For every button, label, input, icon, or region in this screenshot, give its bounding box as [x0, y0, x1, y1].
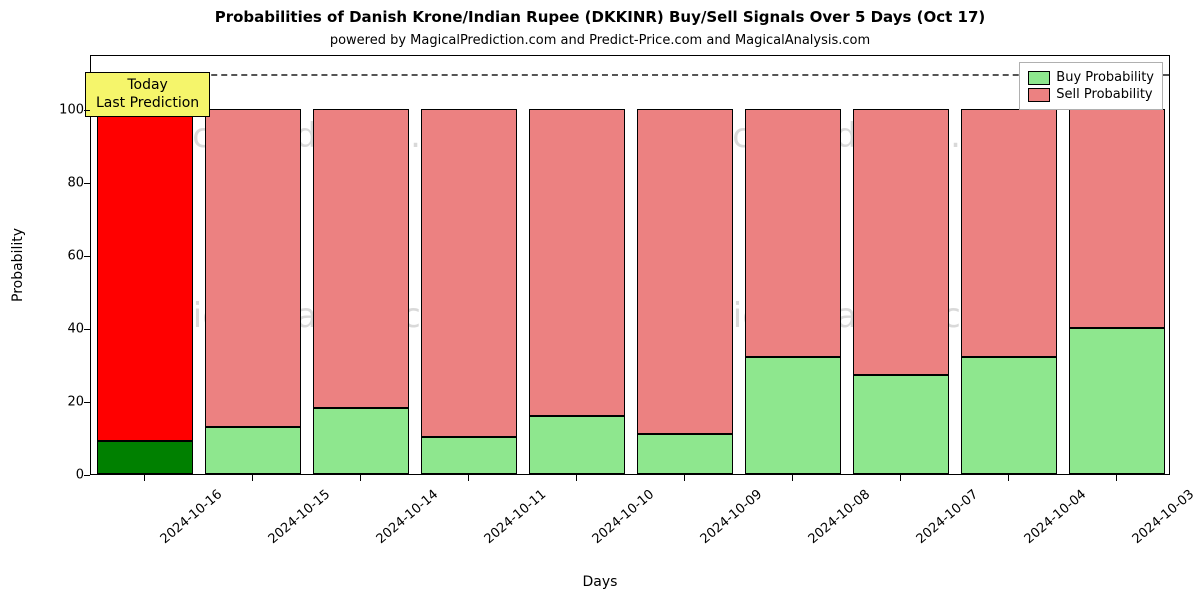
- buy-bar: [97, 441, 192, 474]
- legend-item-sell: Sell Probability: [1028, 87, 1154, 102]
- x-axis-label: Days: [0, 574, 1200, 590]
- y-axis-label: Probability: [10, 228, 26, 302]
- xtick-mark: [900, 475, 901, 481]
- ytick-label: 0: [24, 468, 84, 483]
- bar-group: [205, 56, 300, 474]
- bar-group: [1069, 56, 1164, 474]
- buy-bar: [313, 408, 408, 474]
- bar-group: [529, 56, 624, 474]
- sell-bar: [421, 109, 516, 438]
- legend: Buy Probability Sell Probability: [1019, 62, 1163, 110]
- xtick-label: 2024-10-09: [698, 487, 766, 547]
- legend-label-buy: Buy Probability: [1056, 70, 1154, 85]
- ytick-label: 100: [24, 102, 84, 117]
- xtick-mark: [144, 475, 145, 481]
- ytick-label: 40: [24, 321, 84, 336]
- sell-bar: [961, 109, 1056, 357]
- bars-container: [91, 56, 1169, 474]
- xtick-mark: [468, 475, 469, 481]
- xtick-mark: [792, 475, 793, 481]
- sell-bar: [745, 109, 840, 357]
- xtick-label: 2024-10-04: [1022, 487, 1090, 547]
- bar-group: [637, 56, 732, 474]
- sell-bar: [1069, 109, 1164, 328]
- buy-bar: [637, 434, 732, 474]
- ytick-label: 80: [24, 175, 84, 190]
- annotation-line-1: Today: [96, 77, 199, 95]
- legend-item-buy: Buy Probability: [1028, 70, 1154, 85]
- xtick-label: 2024-10-03: [1130, 487, 1198, 547]
- ytick-mark: [84, 256, 90, 257]
- xtick-label: 2024-10-16: [158, 487, 226, 547]
- xtick-label: 2024-10-10: [590, 487, 658, 547]
- xtick-mark: [360, 475, 361, 481]
- bar-group: [961, 56, 1056, 474]
- ytick-label: 20: [24, 394, 84, 409]
- today-annotation: Today Last Prediction: [85, 72, 210, 117]
- xtick-mark: [684, 475, 685, 481]
- xtick-label: 2024-10-14: [374, 487, 442, 547]
- xtick-label: 2024-10-11: [482, 487, 550, 547]
- bar-group: [313, 56, 408, 474]
- plot-area: MagicalPrediction.com MagicalPrediction.…: [90, 55, 1170, 475]
- ytick-mark: [84, 475, 90, 476]
- xtick-mark: [576, 475, 577, 481]
- ytick-label: 60: [24, 248, 84, 263]
- buy-bar: [745, 357, 840, 474]
- buy-bar: [1069, 328, 1164, 474]
- ytick-mark: [84, 110, 90, 111]
- buy-bar: [853, 375, 948, 474]
- xtick-mark: [252, 475, 253, 481]
- bar-group: [745, 56, 840, 474]
- legend-swatch-sell: [1028, 88, 1050, 102]
- xtick-mark: [1008, 475, 1009, 481]
- ytick-mark: [84, 329, 90, 330]
- xtick-label: 2024-10-08: [806, 487, 874, 547]
- legend-swatch-buy: [1028, 71, 1050, 85]
- sell-bar: [313, 109, 408, 408]
- bar-group: [97, 56, 192, 474]
- xtick-label: 2024-10-07: [914, 487, 982, 547]
- legend-label-sell: Sell Probability: [1056, 87, 1152, 102]
- sell-bar: [637, 109, 732, 434]
- ytick-mark: [84, 183, 90, 184]
- buy-bar: [961, 357, 1056, 474]
- buy-bar: [529, 416, 624, 474]
- ytick-mark: [84, 402, 90, 403]
- buy-bar: [205, 427, 300, 474]
- sell-bar: [529, 109, 624, 416]
- xtick-label: 2024-10-15: [266, 487, 334, 547]
- buy-bar: [421, 437, 516, 474]
- sell-bar: [205, 109, 300, 427]
- chart-subtitle: powered by MagicalPrediction.com and Pre…: [0, 33, 1200, 48]
- sell-bar: [853, 109, 948, 376]
- xtick-mark: [1116, 475, 1117, 481]
- bar-group: [421, 56, 516, 474]
- annotation-line-2: Last Prediction: [96, 95, 199, 113]
- bar-group: [853, 56, 948, 474]
- chart-title: Probabilities of Danish Krone/Indian Rup…: [0, 8, 1200, 26]
- sell-bar: [97, 109, 192, 441]
